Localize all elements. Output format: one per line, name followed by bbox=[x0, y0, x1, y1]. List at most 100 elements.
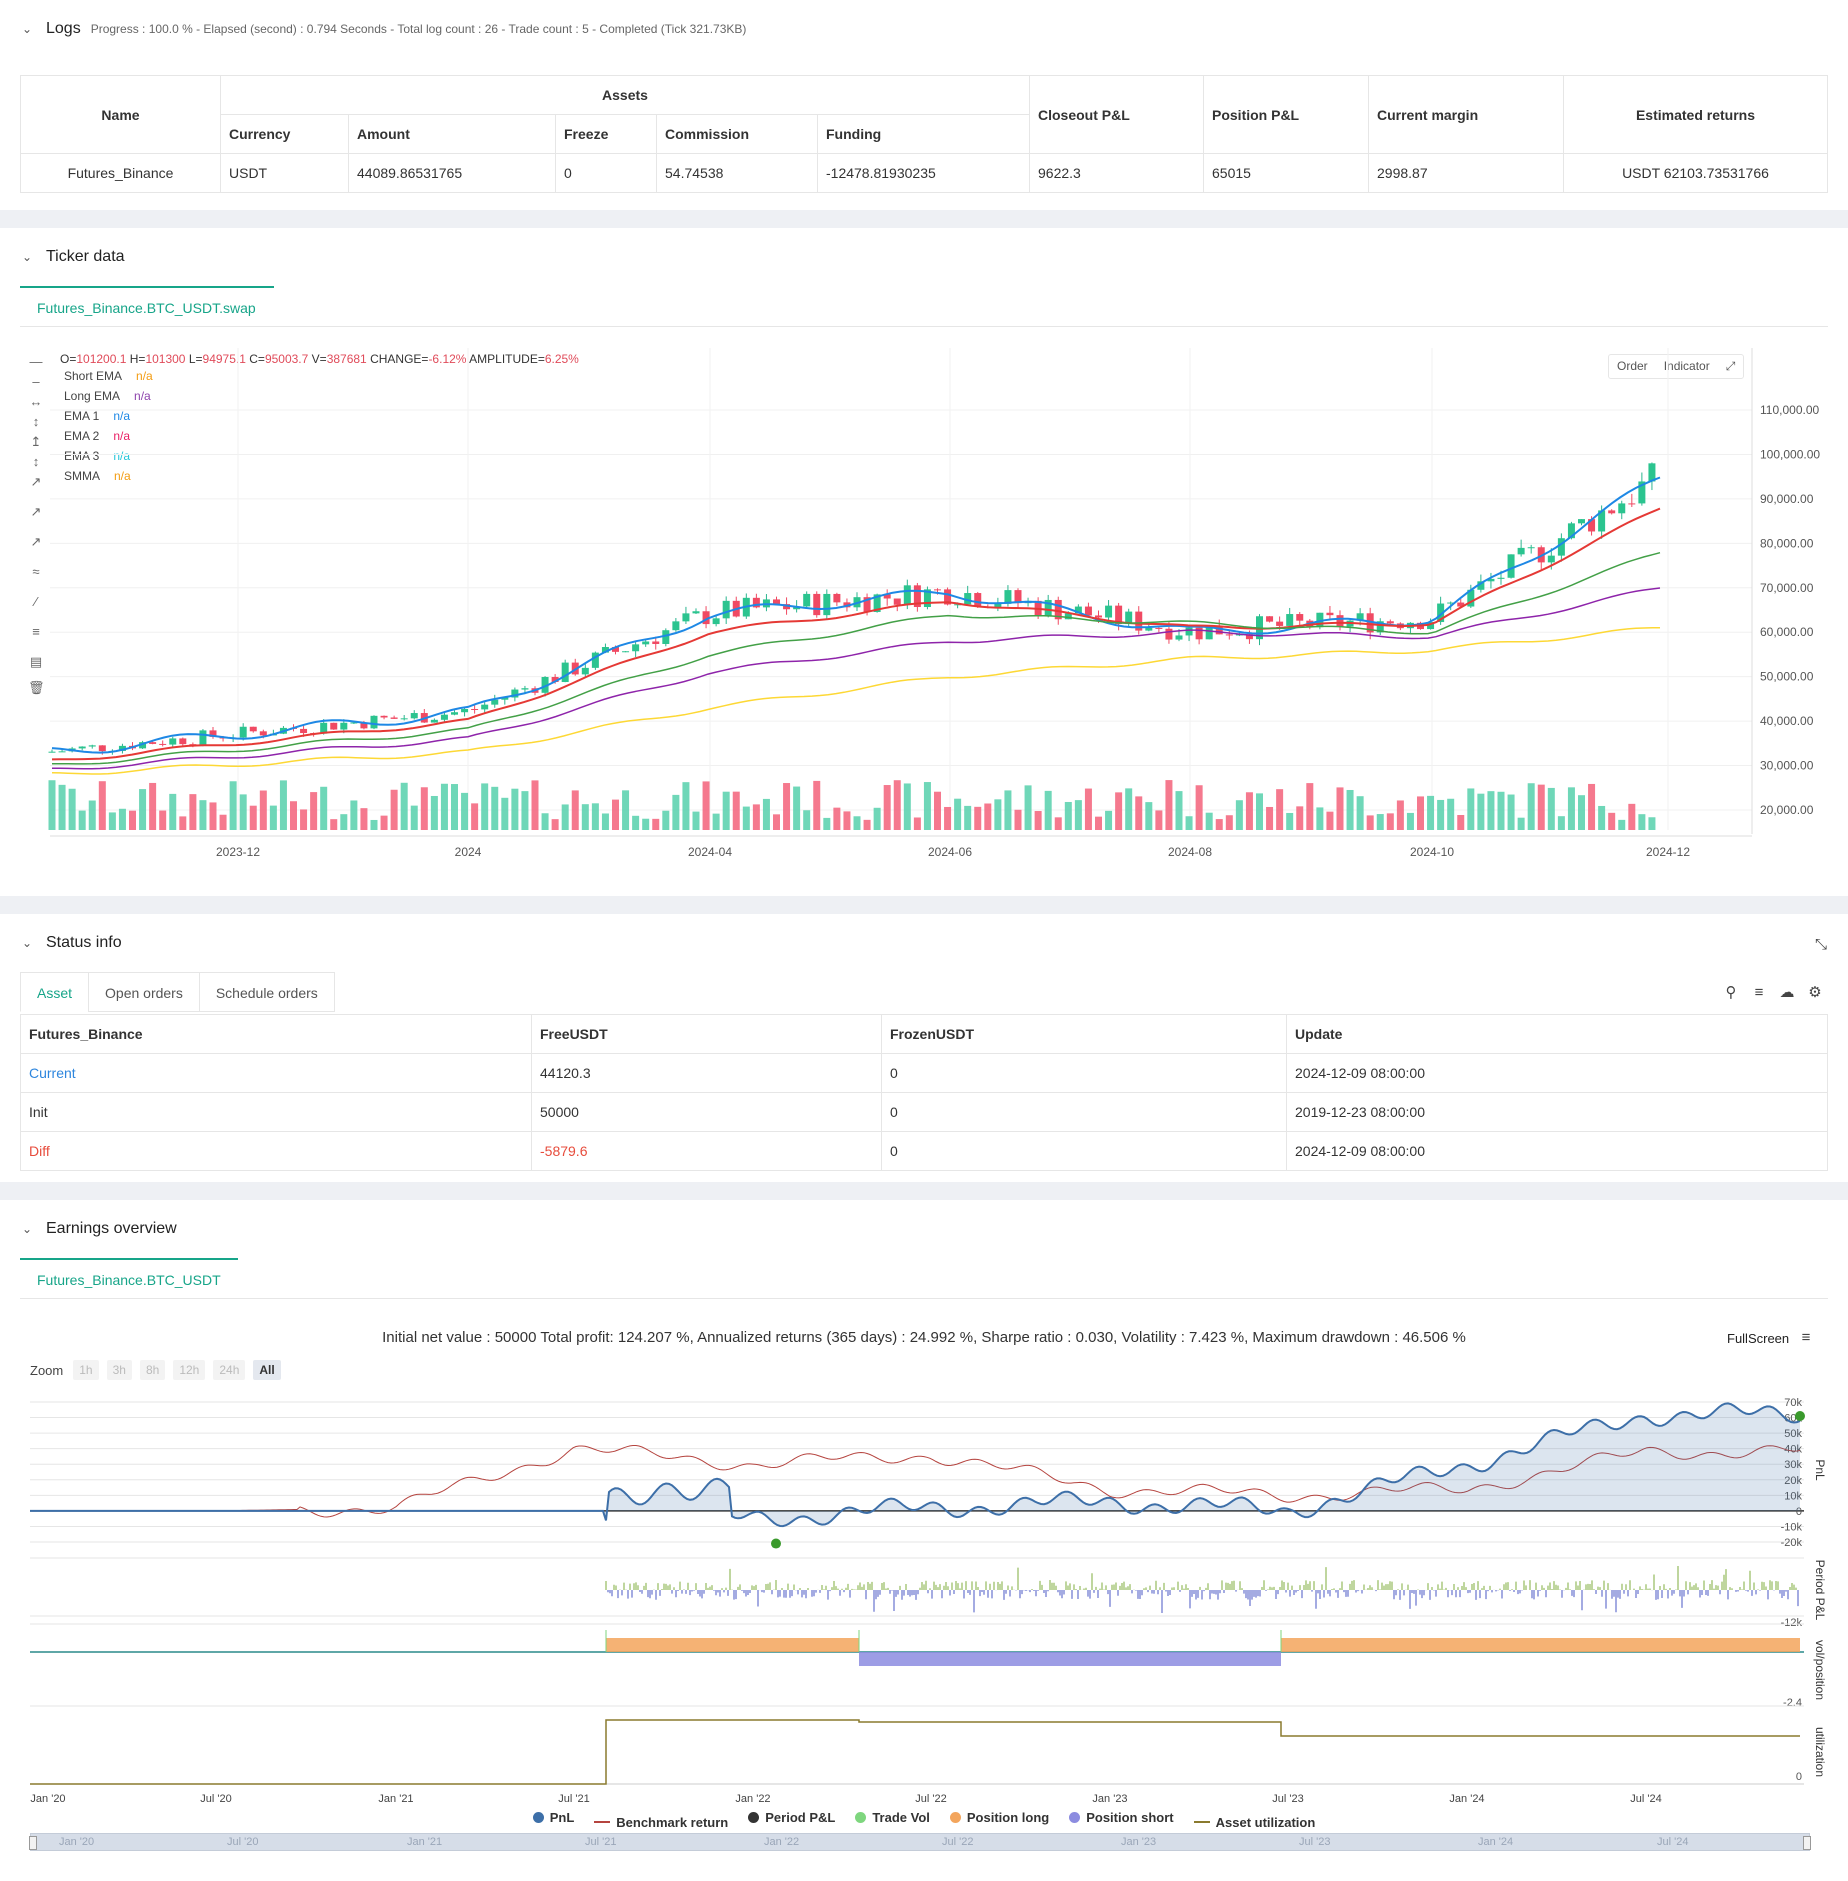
search-icon[interactable]: ⚲ bbox=[1725, 984, 1737, 1001]
candle bbox=[913, 582, 921, 612]
axis-label-period: Period P&L bbox=[1813, 1560, 1827, 1621]
indicator-button[interactable]: Indicator bbox=[1663, 359, 1710, 373]
candle-body bbox=[783, 604, 791, 610]
legend-item[interactable]: Asset utilization bbox=[1193, 1815, 1315, 1830]
candle-body bbox=[1245, 634, 1253, 640]
col-position: Position P&L bbox=[1203, 75, 1369, 154]
candle-body bbox=[1497, 577, 1505, 579]
candle bbox=[481, 701, 489, 714]
legend-item[interactable]: EMA 3 n/a bbox=[64, 449, 130, 463]
candle bbox=[702, 606, 710, 629]
ray-icon[interactable]: ↗ bbox=[30, 534, 42, 549]
vertical-ray-icon[interactable]: ↕ bbox=[32, 454, 40, 469]
open-value: 101200.1 bbox=[76, 352, 127, 366]
legend-item[interactable]: Position long bbox=[949, 1810, 1049, 1825]
menu-icon[interactable]: ≡ bbox=[1754, 984, 1764, 1001]
tab-schedule-orders[interactable]: Schedule orders bbox=[198, 972, 335, 1012]
vertical-line-icon[interactable]: ↕ bbox=[32, 414, 40, 429]
legend-item[interactable]: Period P&L bbox=[748, 1810, 835, 1825]
volume-bar bbox=[310, 792, 318, 830]
navigator-right-handle[interactable] bbox=[1803, 1836, 1811, 1850]
candle bbox=[632, 640, 640, 657]
legend-item[interactable]: PnL bbox=[532, 1810, 574, 1825]
horizontal-line-icon[interactable]: – bbox=[32, 374, 40, 389]
trash-icon[interactable]: 🗑 bbox=[28, 680, 45, 695]
chevron-down-icon[interactable]: ⌄ bbox=[21, 936, 33, 950]
navigator-left-handle[interactable] bbox=[29, 1836, 37, 1850]
volume-bar bbox=[290, 801, 297, 830]
amplitude-label: AMPLITUDE= bbox=[469, 352, 545, 366]
volume-bar bbox=[179, 816, 187, 830]
candle bbox=[118, 743, 126, 754]
collapse-icon[interactable]: ⤡ bbox=[1814, 936, 1827, 953]
zoom-24h[interactable]: 24h bbox=[213, 1360, 246, 1380]
legend-item[interactable]: Trade Vol bbox=[855, 1810, 930, 1825]
chevron-down-icon[interactable]: ⌄ bbox=[21, 250, 33, 264]
candle-body bbox=[1366, 613, 1374, 633]
legend-name: EMA 1 bbox=[64, 409, 100, 423]
ruler-icon[interactable]: ▤ bbox=[29, 654, 43, 669]
zoom-8h[interactable]: 8h bbox=[139, 1360, 166, 1380]
chevron-down-icon[interactable]: ⌄ bbox=[21, 22, 33, 36]
legend-item[interactable]: Position short bbox=[1069, 1810, 1174, 1825]
candle bbox=[451, 710, 458, 716]
status-header[interactable]: ⌄ Status info bbox=[20, 934, 122, 952]
volume-bar bbox=[259, 790, 267, 830]
candle-body bbox=[1437, 603, 1445, 623]
row-current-label[interactable]: Current bbox=[20, 1053, 532, 1093]
tab-open-orders[interactable]: Open orders bbox=[88, 972, 200, 1012]
tab-earnings-symbol[interactable]: Futures_Binance.BTC_USDT bbox=[37, 1272, 221, 1288]
crosshair-icon[interactable]: — bbox=[29, 354, 43, 369]
chevron-down-icon[interactable]: ⌄ bbox=[21, 1222, 33, 1236]
legend-item[interactable]: Long EMA n/a bbox=[64, 389, 151, 403]
cell-freeze: 0 bbox=[555, 153, 657, 193]
legend-item[interactable]: EMA 2 n/a bbox=[64, 429, 130, 443]
parallel-line-icon[interactable]: ∕ bbox=[34, 594, 38, 609]
candlestick-chart[interactable]: 110,000.00 100,000.00 90,000.00 80,000.00 70… bbox=[0, 338, 1848, 898]
legend-name: EMA 2 bbox=[64, 429, 100, 443]
legend-item[interactable]: Benchmark return bbox=[594, 1815, 728, 1830]
zoom-12h[interactable]: 12h bbox=[173, 1360, 206, 1380]
tab-ticker-symbol[interactable]: Futures_Binance.BTC_USDT.swap bbox=[37, 300, 256, 316]
order-button[interactable]: Order bbox=[1617, 359, 1648, 373]
candle bbox=[1286, 607, 1294, 628]
pnl-tick-label: -20k bbox=[1781, 1537, 1803, 1549]
fullscreen-button[interactable]: FullScreen bbox=[1727, 1331, 1790, 1346]
candle-body bbox=[1557, 538, 1565, 556]
candle-body bbox=[239, 726, 247, 738]
high-value: 101300 bbox=[145, 352, 186, 366]
price-channel-icon[interactable]: ≈ bbox=[32, 564, 40, 579]
cloud-download-icon[interactable]: ☁ bbox=[1779, 984, 1795, 1001]
fibonacci-icon[interactable]: ≡ bbox=[32, 624, 40, 639]
zoom-1h[interactable]: 1h bbox=[73, 1360, 99, 1380]
zoom-3h[interactable]: 3h bbox=[106, 1360, 132, 1380]
candle-body bbox=[1457, 602, 1465, 607]
price-line-icon[interactable]: ↥ bbox=[30, 434, 42, 449]
candle bbox=[1406, 622, 1414, 633]
legend-item[interactable]: Short EMA n/a bbox=[64, 369, 153, 383]
menu-icon[interactable]: ≡ bbox=[1801, 1329, 1811, 1346]
volume-bar bbox=[742, 806, 750, 830]
candle-body bbox=[199, 730, 207, 745]
legend-item[interactable]: EMA 1 n/a bbox=[64, 409, 130, 423]
expand-icon[interactable]: ⤢ bbox=[1725, 359, 1736, 373]
tab-underline bbox=[20, 286, 274, 288]
vol-tick-label: -2.4 bbox=[1783, 1697, 1802, 1709]
candle-body bbox=[259, 731, 267, 736]
ticker-header[interactable]: ⌄ Ticker data bbox=[20, 248, 125, 266]
segment-icon[interactable]: ↗ bbox=[30, 504, 42, 519]
earnings-header[interactable]: ⌄ Earnings overview bbox=[20, 1220, 177, 1238]
earnings-chart[interactable]: 70k60k50k40k30k20k10k0-10k-20kPnLPeriod … bbox=[0, 1390, 1848, 1808]
trend-line-icon[interactable]: ↗ bbox=[30, 474, 42, 489]
legend-item[interactable]: SMMA n/a bbox=[64, 469, 131, 483]
navigator-scrollbar[interactable]: Jan '20 Jul '20 Jan '21 Jul '21 Jan '22 Jul '… bbox=[29, 1833, 1811, 1851]
candle bbox=[1296, 612, 1304, 627]
logs-header[interactable]: ⌄ Logs Progress : 100.0 % - Elapsed (sec… bbox=[20, 20, 746, 38]
gear-icon[interactable]: ⚙ bbox=[1808, 984, 1822, 1001]
horizontal-ray-icon[interactable]: ↔ bbox=[29, 394, 43, 409]
zoom-all[interactable]: All bbox=[253, 1360, 281, 1380]
navigator-tick-label: Jan '20 bbox=[59, 1836, 95, 1848]
legend-value: n/a bbox=[113, 449, 131, 463]
tab-asset[interactable]: Asset bbox=[20, 972, 90, 1012]
candle bbox=[591, 651, 599, 670]
